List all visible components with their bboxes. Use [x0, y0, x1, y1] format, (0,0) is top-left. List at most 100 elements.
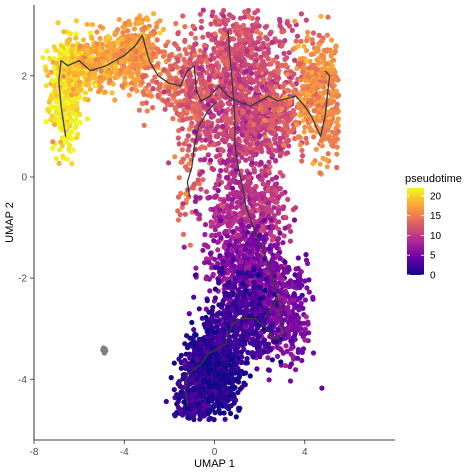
data-point: [126, 92, 132, 98]
data-point: [230, 196, 236, 202]
data-point: [257, 354, 263, 360]
data-point: [192, 80, 198, 86]
data-point: [270, 57, 276, 64]
data-point: [150, 105, 156, 111]
data-point: [161, 67, 167, 73]
data-point: [292, 18, 298, 24]
data-point: [135, 70, 141, 77]
data-point: [268, 289, 274, 295]
data-point: [122, 20, 128, 27]
data-point: [222, 55, 228, 61]
data-point: [175, 217, 181, 223]
data-point: [242, 174, 248, 180]
data-point: [238, 217, 244, 223]
data-point: [232, 66, 238, 72]
data-point: [112, 47, 118, 53]
data-point: [255, 333, 261, 340]
data-point: [182, 38, 188, 45]
data-point: [186, 143, 192, 149]
data-point: [83, 43, 89, 49]
data-point: [48, 117, 54, 123]
data-point: [45, 72, 51, 79]
data-point: [185, 147, 191, 153]
data-point: [107, 54, 113, 60]
data-point: [89, 34, 95, 40]
data-point: [320, 97, 326, 103]
data-point: [325, 151, 331, 157]
data-point: [277, 230, 283, 236]
data-point: [235, 125, 241, 131]
data-point: [107, 45, 113, 51]
data-point: [227, 340, 233, 347]
data-point: [182, 47, 188, 53]
data-point: [213, 324, 220, 330]
data-point: [236, 340, 242, 346]
data-point: [197, 157, 204, 163]
data-point: [278, 336, 284, 342]
data-point: [51, 82, 57, 88]
data-point: [104, 68, 110, 75]
data-point: [184, 197, 190, 203]
data-point: [179, 126, 185, 132]
data-point: [191, 52, 198, 58]
data-point: [197, 110, 203, 116]
data-point: [280, 173, 286, 179]
data-point: [239, 224, 245, 230]
data-point: [157, 30, 163, 36]
data-point: [304, 48, 310, 54]
data-point: [275, 207, 282, 213]
data-point: [166, 84, 172, 90]
data-point: [277, 135, 283, 141]
data-point: [70, 110, 76, 116]
data-point: [218, 146, 224, 152]
data-point: [267, 229, 274, 235]
data-point: [280, 84, 286, 90]
data-point: [298, 77, 304, 83]
data-point: [258, 45, 264, 52]
data-point: [230, 307, 236, 313]
data-point: [270, 152, 276, 158]
data-point: [310, 350, 317, 356]
data-point: [293, 38, 299, 44]
data-point: [73, 31, 79, 37]
data-point: [240, 281, 246, 287]
data-point: [197, 11, 203, 17]
data-point: [77, 43, 83, 49]
data-point: [277, 146, 283, 152]
data-point: [186, 161, 192, 167]
data-point: [192, 41, 198, 48]
data-point: [218, 168, 224, 174]
data-point: [51, 64, 58, 70]
data-point: [306, 330, 312, 336]
data-point: [306, 277, 312, 283]
data-point: [207, 251, 214, 257]
data-point: [212, 286, 218, 292]
data-point: [294, 65, 300, 71]
data-point: [223, 239, 229, 245]
data-point: [244, 151, 250, 157]
data-point: [258, 161, 264, 167]
data-point: [223, 109, 229, 115]
data-point: [284, 327, 290, 333]
data-point: [77, 79, 83, 85]
data-point: [213, 40, 219, 46]
data-point: [274, 92, 280, 98]
data-point: [59, 43, 65, 49]
data-point: [213, 106, 219, 112]
data-point: [209, 324, 215, 330]
data-point: [262, 107, 269, 113]
data-point: [85, 77, 91, 83]
data-point: [318, 83, 324, 89]
data-point: [302, 297, 308, 303]
data-point: [303, 257, 310, 263]
data-point: [151, 51, 157, 57]
data-point: [295, 283, 302, 289]
data-point: [223, 94, 229, 101]
data-point: [94, 41, 100, 47]
data-point: [249, 192, 255, 198]
data-point: [216, 280, 222, 286]
data-point: [266, 246, 272, 252]
data-point: [185, 133, 191, 139]
data-point: [235, 136, 241, 142]
data-point: [231, 46, 237, 52]
